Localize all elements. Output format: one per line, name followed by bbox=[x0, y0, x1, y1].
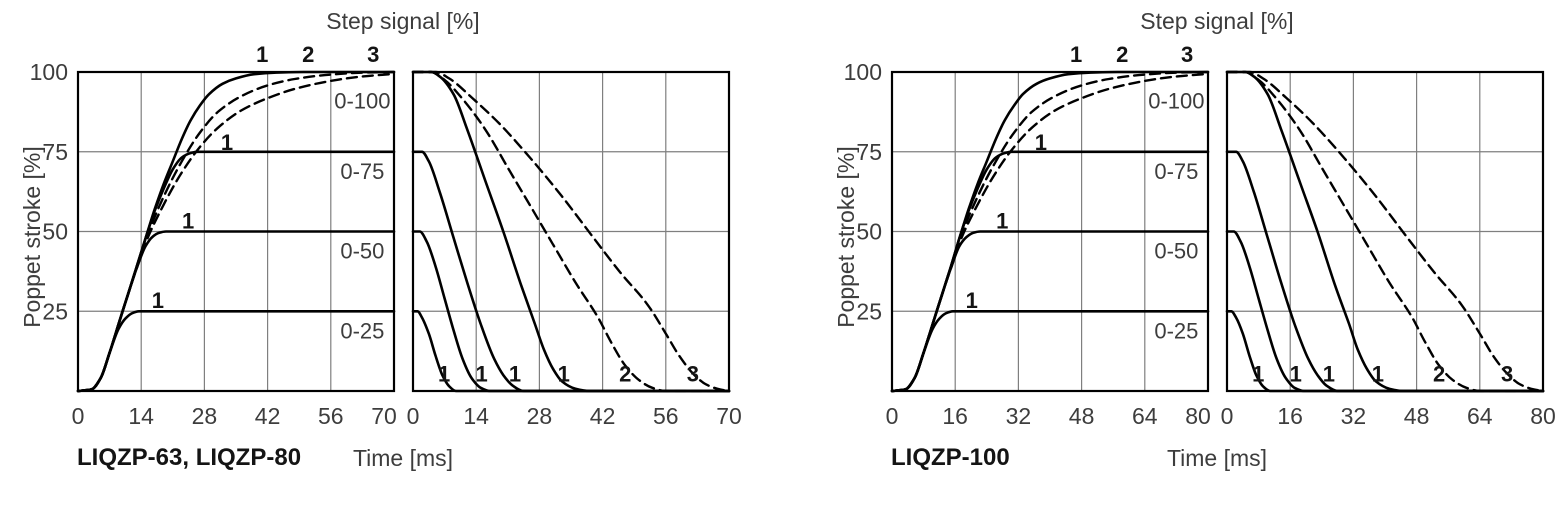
rise-step-number-label: 2 bbox=[1116, 42, 1128, 67]
rise-curve-1-0-75 bbox=[890, 150, 1210, 393]
rise-x-tick-label: 80 bbox=[1185, 403, 1211, 429]
rise-step-number-label: 1 bbox=[256, 42, 268, 67]
rise-step-number-label: 3 bbox=[1181, 42, 1193, 67]
fall-curve-number-label: 1 bbox=[1323, 362, 1335, 387]
x-axis-label: Time [ms] bbox=[352, 445, 454, 471]
rise-step-number-label: 2 bbox=[302, 42, 314, 67]
rise-curve-3-0-100 bbox=[890, 72, 1210, 393]
fall-x-tick-label: 32 bbox=[1341, 403, 1367, 429]
fall-x-tick-label: 42 bbox=[590, 403, 616, 429]
rise-stroke-range-label: 0-50 bbox=[1154, 239, 1198, 264]
y-tick-label: 75 bbox=[42, 139, 68, 165]
rise-x-tick-label: 32 bbox=[1006, 403, 1032, 429]
fall-curve-number-label: 1 bbox=[558, 362, 570, 387]
rise-curve-number-label: 1 bbox=[152, 288, 164, 313]
rise-stroke-range-label: 0-100 bbox=[334, 89, 390, 114]
rise-x-tick-label: 56 bbox=[318, 403, 344, 429]
fall-curve-number-label: 1 bbox=[1290, 362, 1302, 387]
y-tick-label: 75 bbox=[856, 139, 882, 165]
rise-x-tick-label: 14 bbox=[128, 403, 154, 429]
fall-curve-number-label: 1 bbox=[438, 362, 450, 387]
fall-curve-number-label: 1 bbox=[509, 362, 521, 387]
fall-x-tick-label: 48 bbox=[1404, 403, 1430, 429]
rise-step-number-label: 3 bbox=[367, 42, 379, 67]
chart-group-liqzp63-80: Step signal [%] Poppet stroke [%] 25 50 75… bbox=[19, 8, 742, 471]
rise-x-tick-label: 0 bbox=[72, 403, 85, 429]
rise-x-tick-label: 16 bbox=[942, 403, 968, 429]
rise-curve-number-label: 1 bbox=[966, 288, 978, 313]
fall-curve-3-100-0 bbox=[411, 70, 731, 393]
fall-x-tick-label: 0 bbox=[1221, 403, 1234, 429]
fall-curve-number-label: 1 bbox=[1252, 362, 1264, 387]
fall-curve-number-label: 2 bbox=[619, 362, 631, 387]
rise-curve-number-label: 1 bbox=[1035, 130, 1047, 155]
fall-curve-2-100-0 bbox=[411, 70, 731, 393]
rise-x-tick-label: 70 bbox=[371, 403, 397, 429]
fall-x-tick-label: 70 bbox=[716, 403, 742, 429]
fall-curve-1-50-0 bbox=[411, 230, 731, 393]
chart-group-liqzp100: Step signal [%] Poppet stroke [%] 25 50 75… bbox=[814, 0, 1559, 528]
rise-stroke-range-label: 0-50 bbox=[340, 239, 384, 264]
y-tick-label: 25 bbox=[856, 298, 882, 324]
step-signal-title: Step signal [%] bbox=[326, 8, 480, 34]
rise-x-tick-label: 64 bbox=[1132, 403, 1158, 429]
rise-curve-1-0-75 bbox=[76, 150, 396, 393]
fall-curve-1-50-0 bbox=[1225, 230, 1545, 393]
rise-curve-number-label: 1 bbox=[221, 130, 233, 155]
rise-curve-number-label: 1 bbox=[182, 208, 194, 233]
fall-x-tick-label: 16 bbox=[1277, 403, 1303, 429]
rise-stroke-range-label: 0-75 bbox=[340, 159, 384, 184]
fall-curve-2-100-0 bbox=[1225, 70, 1545, 393]
fall-curve-number-label: 1 bbox=[475, 362, 487, 387]
y-tick-label: 50 bbox=[42, 219, 68, 245]
rise-curve-number-label: 1 bbox=[996, 208, 1008, 233]
fall-curve-number-label: 1 bbox=[1372, 362, 1384, 387]
fall-x-tick-label: 28 bbox=[527, 403, 553, 429]
model-caption: LIQZP-100 bbox=[891, 444, 1010, 471]
fall-x-tick-label: 56 bbox=[653, 403, 679, 429]
rise-stroke-range-label: 0-25 bbox=[1154, 318, 1198, 343]
fall-curve-number-label: 2 bbox=[1433, 362, 1445, 387]
fall-curve-1-75-0 bbox=[411, 150, 731, 393]
rise-stroke-range-label: 0-25 bbox=[340, 318, 384, 343]
y-tick-label: 100 bbox=[30, 59, 68, 85]
rise-stroke-range-label: 0-75 bbox=[1154, 159, 1198, 184]
fall-x-tick-label: 14 bbox=[463, 403, 489, 429]
y-tick-label: 50 bbox=[856, 219, 882, 245]
fall-curve-1-75-0 bbox=[1225, 150, 1545, 393]
rise-stroke-range-label: 0-100 bbox=[1148, 89, 1204, 114]
rise-x-tick-label: 48 bbox=[1069, 403, 1095, 429]
y-tick-label: 100 bbox=[844, 59, 882, 85]
step-signal-title: Step signal [%] bbox=[1140, 8, 1294, 34]
y-tick-label: 25 bbox=[42, 298, 68, 324]
rise-curve-3-0-100 bbox=[76, 72, 396, 393]
rise-step-number-label: 1 bbox=[1070, 42, 1082, 67]
fall-x-tick-label: 80 bbox=[1530, 403, 1556, 429]
fall-x-tick-label: 0 bbox=[407, 403, 420, 429]
rise-x-tick-label: 42 bbox=[255, 403, 281, 429]
rise-x-tick-label: 0 bbox=[886, 403, 899, 429]
rise-x-tick-label: 28 bbox=[192, 403, 218, 429]
fall-x-tick-label: 64 bbox=[1467, 403, 1493, 429]
fall-curve-3-100-0 bbox=[1225, 70, 1545, 393]
model-caption: LIQZP-63, LIQZP-80 bbox=[77, 444, 302, 471]
x-axis-label: Time [ms] bbox=[1166, 445, 1268, 471]
fall-curve-number-label: 3 bbox=[1501, 362, 1513, 387]
fall-curve-number-label: 3 bbox=[687, 362, 699, 387]
